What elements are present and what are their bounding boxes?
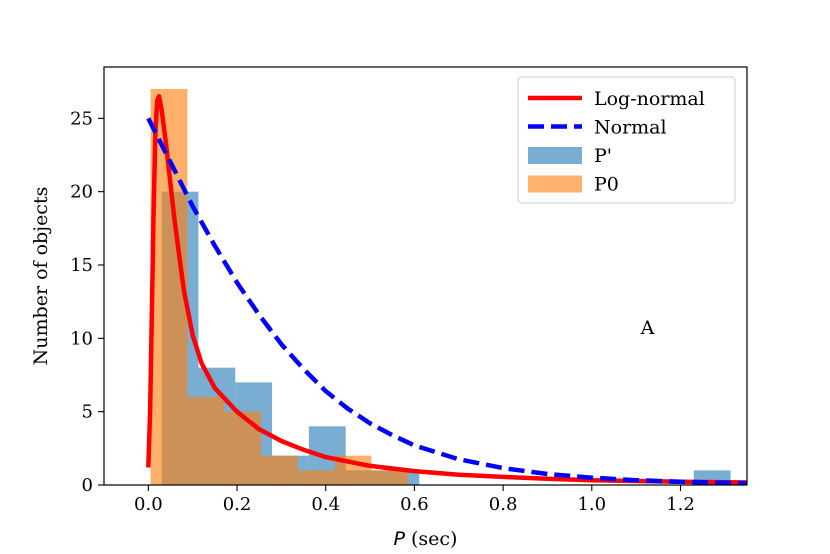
legend-label-p0: P0 [594,174,619,196]
x-tick-label: 1.0 [577,494,606,515]
curve-normal [146,117,747,485]
y-tick-label: 20 [70,182,93,203]
plot-frame [103,66,748,486]
x-axis-label-symbol: P [394,528,406,550]
x-tick-label: 0.0 [134,494,163,515]
curve-log-normal [146,94,747,485]
annotations: A [640,317,655,339]
legend-label-normal: Normal [594,117,667,139]
legend-label-p: P' [594,145,612,167]
x-tick-label: 0.2 [223,494,252,515]
y-tick-label: 10 [70,328,93,349]
y-tick-label: 5 [82,402,93,423]
legend: Log-normal Normal P' P0 [517,76,736,204]
hist-bar-p0-6 [371,470,409,485]
x-tick-label: 0.4 [311,494,340,515]
hist-bar-p0-1 [187,397,225,485]
legend-swatch-p [528,147,582,164]
y-axis-ticks: 0 5 10 15 20 25 [70,108,104,496]
x-tick-label: 0.6 [400,494,429,515]
fit-curves [146,94,747,485]
legend-swatch-p0 [528,175,582,193]
x-axis-ticks: 0.0 0.2 0.4 0.6 0.8 1.0 1.2 [134,485,695,515]
y-axis-label: Number of objects [30,187,52,366]
y-tick-label: 0 [82,475,93,496]
annotation-label: A [640,317,655,339]
x-axis-label-unit: (sec) [405,528,458,550]
x-tick-label: 0.8 [489,494,518,515]
y-tick-label: 25 [70,108,93,129]
x-tick-label: 1.2 [666,494,695,515]
legend-box [517,76,736,204]
hist-bar-p0-2 [224,411,261,485]
hist-bar-p0-4 [297,470,335,485]
y-tick-label: 15 [70,255,93,276]
x-axis-label: P (sec) [394,528,458,550]
hist-bar-p0-3 [260,455,298,485]
legend-label-log-normal: Log-normal [594,88,705,110]
